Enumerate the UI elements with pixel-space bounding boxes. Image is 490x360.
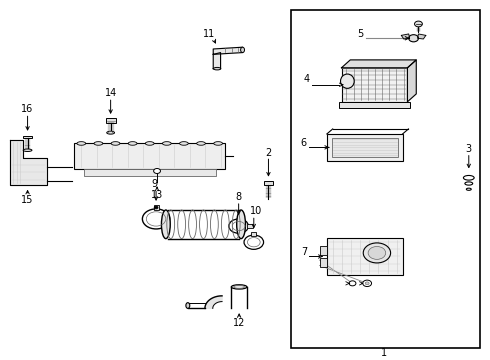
Polygon shape — [10, 140, 47, 185]
Circle shape — [349, 281, 356, 286]
Ellipse shape — [179, 141, 188, 145]
Ellipse shape — [162, 141, 171, 145]
Text: 9: 9 — [151, 179, 157, 189]
Ellipse shape — [161, 210, 170, 239]
Circle shape — [244, 235, 264, 249]
Circle shape — [365, 282, 369, 285]
Bar — [292, 10, 480, 348]
Ellipse shape — [464, 175, 474, 180]
Bar — [332, 138, 398, 157]
Text: 5: 5 — [358, 28, 364, 39]
Ellipse shape — [77, 141, 86, 145]
Bar — [339, 102, 410, 108]
Ellipse shape — [341, 74, 354, 88]
Bar — [154, 205, 159, 210]
Bar — [23, 136, 32, 139]
Circle shape — [409, 35, 418, 42]
Circle shape — [363, 280, 371, 287]
Circle shape — [229, 219, 248, 233]
Text: 12: 12 — [233, 318, 245, 328]
Ellipse shape — [186, 303, 190, 309]
Circle shape — [363, 243, 391, 263]
Circle shape — [143, 209, 170, 229]
Bar — [327, 238, 403, 275]
Bar — [319, 258, 327, 267]
Circle shape — [154, 206, 158, 209]
Ellipse shape — [466, 188, 471, 190]
Polygon shape — [213, 53, 220, 69]
Bar — [74, 143, 225, 169]
Text: 14: 14 — [104, 88, 117, 98]
Bar — [264, 181, 273, 185]
Ellipse shape — [111, 141, 120, 145]
Bar — [251, 232, 256, 236]
Polygon shape — [401, 34, 410, 39]
Ellipse shape — [214, 141, 222, 145]
Circle shape — [368, 247, 386, 259]
Text: 11: 11 — [203, 29, 216, 39]
Text: 15: 15 — [22, 195, 34, 205]
Polygon shape — [213, 47, 243, 54]
Bar — [247, 224, 253, 228]
Text: 1: 1 — [381, 348, 387, 358]
Ellipse shape — [214, 67, 221, 70]
Text: 16: 16 — [22, 104, 34, 114]
Circle shape — [415, 21, 422, 27]
Text: 4: 4 — [304, 75, 310, 84]
Text: 6: 6 — [300, 138, 306, 148]
Polygon shape — [342, 60, 416, 68]
Text: 2: 2 — [265, 148, 271, 158]
Ellipse shape — [231, 285, 247, 289]
Text: 8: 8 — [236, 192, 242, 202]
Ellipse shape — [237, 210, 245, 239]
Text: 13: 13 — [151, 190, 163, 200]
Text: 10: 10 — [250, 206, 262, 216]
Circle shape — [154, 168, 160, 174]
Text: 3: 3 — [466, 144, 472, 154]
Bar — [106, 118, 116, 123]
Polygon shape — [408, 60, 416, 102]
Ellipse shape — [128, 141, 137, 145]
Bar — [342, 68, 408, 102]
Text: 7: 7 — [301, 247, 307, 257]
Ellipse shape — [146, 141, 154, 145]
Ellipse shape — [241, 47, 245, 53]
Polygon shape — [417, 34, 426, 39]
Ellipse shape — [107, 131, 115, 134]
Bar — [327, 134, 403, 161]
Ellipse shape — [23, 149, 32, 152]
Ellipse shape — [465, 182, 473, 185]
Bar — [319, 246, 327, 255]
Bar — [84, 169, 216, 176]
Ellipse shape — [196, 141, 205, 145]
Polygon shape — [205, 296, 222, 309]
Ellipse shape — [94, 141, 103, 145]
